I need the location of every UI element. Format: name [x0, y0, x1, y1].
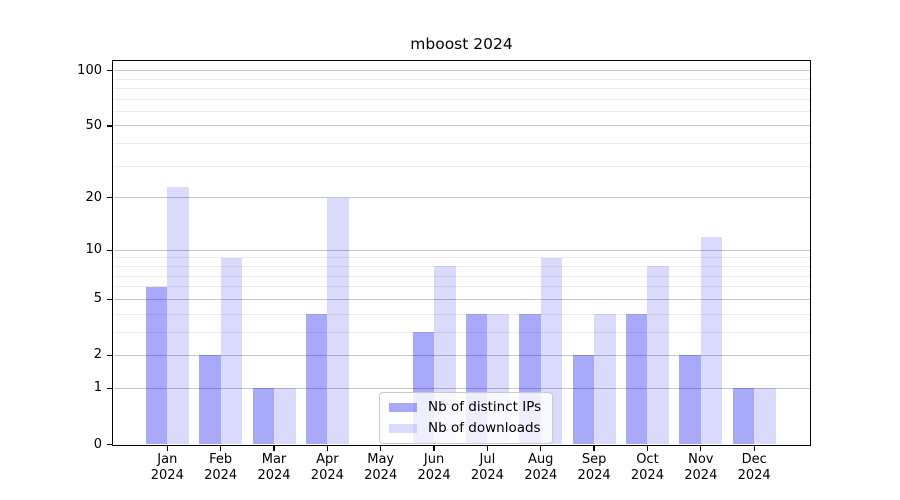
y-tick-label: 2 — [93, 347, 102, 363]
y-tick-label: 0 — [93, 436, 102, 452]
y-tick — [107, 443, 113, 446]
y-tick-label: 5 — [93, 291, 102, 307]
minor-gridline — [113, 331, 810, 333]
x-tick-label: Dec 2024 — [737, 452, 771, 483]
y-tick — [107, 125, 113, 127]
x-tick-label: Sep 2024 — [577, 452, 611, 483]
x-tick-label: Aug 2024 — [524, 452, 558, 483]
bar-distinct-ips-nov — [679, 355, 701, 445]
minor-gridline — [113, 143, 810, 145]
minor-gridline — [113, 286, 810, 288]
x-tick — [753, 446, 755, 451]
x-tick-label: Mar 2024 — [257, 452, 291, 483]
major-gridline — [113, 298, 810, 300]
y-tick-label: 10 — [85, 242, 102, 258]
minor-gridline — [113, 313, 810, 315]
x-tick-label: Jan 2024 — [150, 452, 184, 483]
bar-downloads-oct — [647, 266, 669, 445]
y-tick — [107, 197, 113, 199]
x-tick — [166, 446, 168, 451]
x-tick-label: Jun 2024 — [417, 452, 451, 483]
legend-swatch-distinct-ips — [389, 402, 417, 412]
x-tick-label: May 2024 — [364, 452, 398, 483]
major-gridline — [113, 249, 810, 251]
minor-gridline — [113, 110, 810, 112]
x-tick — [700, 446, 702, 451]
major-gridline — [113, 354, 810, 356]
legend: Nb of distinct IPs Nb of downloads — [379, 392, 554, 444]
x-tick — [273, 446, 275, 451]
x-tick-label: Jul 2024 — [470, 452, 504, 483]
x-tick-label: Nov 2024 — [684, 452, 718, 483]
y-tick — [107, 354, 113, 357]
legend-label-downloads: Nb of downloads — [428, 420, 541, 436]
x-tick — [326, 446, 328, 451]
legend-item-downloads: Nb of downloads — [389, 420, 541, 436]
bar-downloads-mar — [274, 388, 296, 445]
y-tick — [107, 387, 113, 389]
y-tick-label: 100 — [77, 62, 102, 78]
x-tick-label: Feb 2024 — [204, 452, 238, 483]
bar-distinct-ips-mar — [252, 388, 274, 445]
minor-gridline — [113, 257, 810, 259]
x-tick-label: Oct 2024 — [630, 452, 664, 483]
bar-distinct-ips-jan — [145, 286, 168, 445]
x-tick — [540, 446, 542, 451]
major-gridline — [113, 197, 810, 199]
y-tick — [107, 298, 113, 300]
minor-gridline — [113, 275, 810, 277]
minor-gridline — [113, 78, 810, 80]
bar-downloads-feb — [220, 257, 243, 445]
y-tick — [107, 69, 113, 72]
major-gridline — [113, 125, 810, 127]
bar-downloads-nov — [700, 236, 723, 445]
legend-item-distinct-ips: Nb of distinct IPs — [389, 399, 541, 415]
x-tick — [486, 446, 489, 451]
bar-distinct-ips-oct — [625, 314, 648, 445]
x-tick — [380, 446, 382, 451]
major-gridline — [113, 70, 810, 72]
x-tick — [646, 446, 649, 451]
bar-distinct-ips-apr — [305, 314, 328, 445]
minor-gridline — [113, 98, 810, 100]
minor-gridline — [113, 87, 810, 89]
bar-downloads-jan — [167, 187, 189, 445]
bar-distinct-ips-dec — [732, 388, 755, 445]
y-tick-label: 50 — [85, 117, 102, 133]
minor-gridline — [113, 265, 810, 267]
y-tick-label: 1 — [93, 380, 102, 396]
x-tick-label: Apr 2024 — [310, 452, 344, 483]
chart-title: mboost 2024 — [410, 35, 513, 53]
major-gridline — [113, 387, 810, 389]
x-tick — [220, 446, 222, 451]
bar-downloads-apr — [327, 197, 349, 445]
minor-gridline — [113, 165, 810, 167]
bar-downloads-dec — [754, 388, 776, 445]
plot-area — [113, 62, 810, 445]
bar-distinct-ips-feb — [199, 355, 221, 445]
x-tick — [433, 446, 435, 451]
x-tick — [593, 446, 595, 451]
bar-downloads-sep — [594, 314, 616, 445]
y-tick — [107, 249, 113, 251]
y-tick-label: 20 — [85, 189, 102, 205]
bar-distinct-ips-sep — [572, 355, 595, 445]
legend-swatch-downloads — [389, 423, 417, 433]
legend-label-distinct-ips: Nb of distinct IPs — [428, 399, 542, 415]
